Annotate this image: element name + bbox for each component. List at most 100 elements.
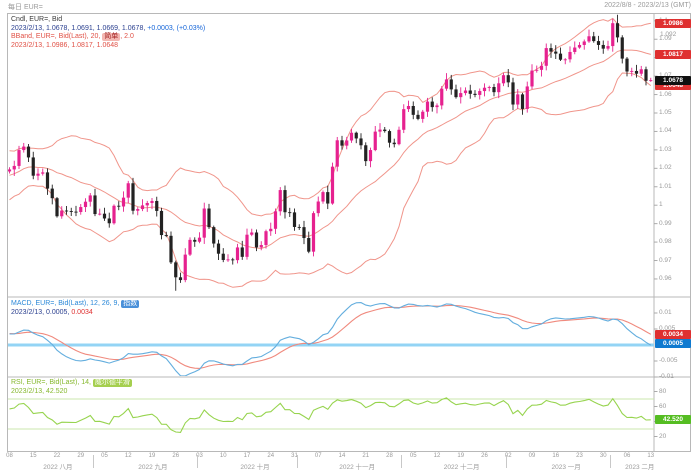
macd-signal-line	[9, 304, 652, 369]
x-axis-day-tick: 15	[29, 453, 37, 459]
x-axis-day-tick: 02	[504, 453, 512, 459]
macd-badge-0.0005: 0.0005	[655, 338, 691, 348]
price-axis-tick: 1.05	[659, 109, 672, 116]
x-axis-month-label: 2023 一月	[551, 464, 581, 471]
x-axis-month-label: 2022 九月	[138, 464, 168, 471]
x-axis-day-tick: 12	[124, 453, 132, 459]
x-axis-day-tick: 28	[386, 453, 393, 459]
x-axis-day-tick: 24	[267, 453, 275, 459]
macd-axis-tick: -0.01	[659, 373, 674, 380]
price-axis-tick: 1.01	[659, 182, 672, 190]
price-axis-tick: 0.96	[659, 274, 672, 282]
bband-width: , 2.0	[120, 33, 134, 41]
macd-legend[interactable]: MACD, EUR=, Bid(Last), 12, 26, 9, 指数 202…	[11, 300, 140, 317]
rsi-legend[interactable]: RSI, EUR=, Bid(Last), 14, 威尔德平滑 2023/2/1…	[11, 379, 132, 396]
x-axis-day-tick: 05	[101, 453, 108, 459]
x-axis-day-tick: 05	[409, 453, 417, 459]
price-axis-tick: 1.09	[659, 35, 672, 43]
bollinger-bands	[9, 17, 652, 288]
rsi-series-label[interactable]: RSI, EUR=, Bid(Last), 14,	[11, 379, 93, 386]
price-axis-tick: 0.97	[659, 256, 672, 264]
price-axis-tick: 1.03	[659, 145, 672, 153]
macd-axis-tick: -0.005	[659, 357, 678, 364]
macd-axis-tick: 0.005	[659, 325, 676, 332]
x-axis-month-separator	[610, 455, 612, 468]
rsi-axis-tick: 80	[659, 387, 667, 395]
macd-signal-value: 0.0034	[71, 308, 93, 316]
price-badge-1.0817: 1.0817	[655, 50, 691, 60]
candle-series-label[interactable]: Cndl, EUR=, Bid	[11, 16, 63, 23]
x-axis-day-tick: 14	[338, 453, 346, 459]
x-axis-day-tick: 13	[647, 453, 655, 459]
rsi-method-chip[interactable]: 威尔德平滑	[92, 379, 132, 387]
x-axis-day-tick: 16	[552, 453, 560, 459]
macd-badge-0.0034: 0.0034	[655, 329, 691, 339]
price-axis-tick: 1.06	[659, 90, 672, 98]
x-axis-month-separator	[197, 455, 199, 468]
price-badge-1.0648: 1.0648	[655, 81, 691, 91]
x-axis-month-label: 2022 十二月	[443, 464, 480, 471]
chart-date-range: 2022/8/8 - 2023/2/13 (GMT)	[604, 2, 691, 9]
x-axis-day-tick: 26	[172, 453, 180, 459]
x-axis-day-tick: 26	[481, 453, 488, 459]
x-axis-day-tick: 03	[196, 453, 203, 459]
price-change: +0.0003, (+0.03%)	[147, 24, 206, 32]
chart-title: 每日 EUR=	[8, 4, 43, 11]
x-axis-day-tick: 30	[599, 453, 607, 459]
price-axis-tick: 1.07	[659, 72, 672, 79]
rsi-line-group	[9, 397, 651, 433]
price-badge-1.0986: 1.0986	[655, 18, 691, 28]
x-axis-day-tick: 09	[528, 453, 536, 459]
x-axis-month-separator	[92, 455, 94, 468]
price-axis-tick: 1.04	[659, 127, 672, 135]
x-axis-day-tick: 08	[6, 453, 13, 459]
macd-method-chip[interactable]: 指数	[121, 300, 140, 308]
bband-series-label[interactable]: BBand, EUR=, Bid(Last), 20,	[11, 33, 103, 41]
rsi-line	[9, 397, 651, 433]
macd-lines	[9, 302, 652, 376]
x-axis-month-separator	[296, 455, 298, 468]
price-axis-tick: 1.02	[659, 164, 672, 172]
price-axis-tick: 0.98	[659, 238, 672, 246]
macd-series-label[interactable]: MACD, EUR=, Bid(Last), 12, 26, 9,	[11, 300, 122, 307]
x-axis-month-label: 2022 十一月	[339, 464, 376, 471]
x-axis-day-tick: 12	[433, 453, 441, 459]
x-axis-day-tick: 31	[291, 453, 298, 459]
x-axis-month-separator	[505, 455, 507, 468]
x-axis-month-label: 2022 八月	[43, 464, 73, 471]
chart-frame	[7, 13, 691, 452]
x-axis-day-tick: 29	[77, 453, 85, 459]
rsi-axis-tick: 60	[659, 402, 667, 410]
bband-values: 2023/2/13, 1.0986, 1.0817, 1.0648	[11, 41, 119, 49]
candlesticks	[8, 14, 653, 291]
bband-method-chip[interactable]: 简单	[102, 33, 121, 42]
rsi-value: 2023/2/13, 42.520	[11, 387, 68, 395]
rsi-badge: 42.520	[655, 415, 691, 425]
macd-line	[9, 302, 652, 376]
ohlc-values: 2023/2/13, 1.0678, 1.0691, 1.0669, 1.067…	[11, 24, 148, 32]
x-axis-day-tick: 21	[362, 453, 370, 459]
price-axis-gray-marker: 1.092	[660, 30, 677, 38]
x-axis-month-label: 2022 十月	[240, 464, 270, 471]
macd-values: 2023/2/13, 0.0005,	[11, 308, 72, 316]
x-axis-day-tick: 06	[623, 453, 631, 459]
x-axis-month-separator	[401, 455, 403, 468]
x-axis-day-tick: 23	[576, 453, 583, 459]
x-axis-day-tick: 17	[243, 453, 251, 459]
x-axis-month-label: 2023 二月	[625, 464, 655, 471]
price-badge-1.0678: 1.0678	[655, 75, 691, 85]
macd-axis-tick: 0.01	[659, 309, 672, 316]
rsi-axis-tick: 20	[659, 432, 667, 440]
bollinger-upper-line	[9, 17, 651, 217]
x-axis-day-tick: 22	[53, 453, 61, 459]
price-axis-tick: 0.99	[659, 219, 672, 227]
price-legend[interactable]: Cndl, EUR=, Bid 2023/2/13, 1.0678, 1.069…	[11, 16, 205, 50]
x-axis-day-tick: 07	[314, 453, 322, 459]
x-axis-day-tick: 19	[457, 453, 465, 459]
price-axis-tick: 1	[659, 201, 663, 209]
x-axis-day-tick: 19	[148, 453, 156, 459]
x-axis-day-tick: 10	[219, 453, 227, 459]
bollinger-middle-line	[9, 49, 651, 250]
